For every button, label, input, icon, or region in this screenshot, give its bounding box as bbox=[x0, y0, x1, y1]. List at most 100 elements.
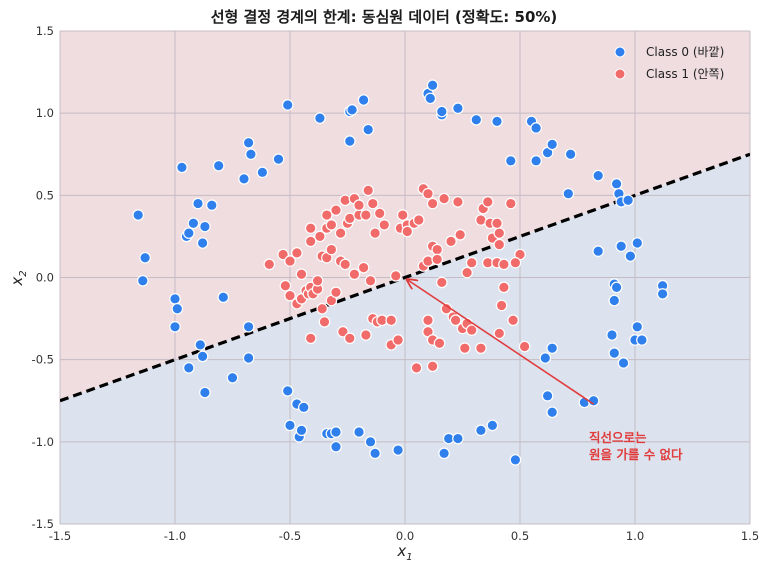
axis-ticks: -1.5 -1.0 -0.5 0.0 0.5 1.0 1.5 1.5 1.0 0.5 0.0 -0.5… bbox=[32, 24, 760, 543]
point-class0 bbox=[617, 357, 630, 369]
point-class0 bbox=[330, 426, 342, 438]
x-axis-label: x1 bbox=[396, 542, 412, 563]
point-class0 bbox=[530, 122, 542, 134]
point-class0 bbox=[187, 217, 200, 230]
point-class0 bbox=[592, 245, 604, 258]
point-class0 bbox=[546, 342, 558, 354]
point-class1 bbox=[422, 314, 434, 327]
point-class1 bbox=[337, 325, 349, 338]
point-class0 bbox=[369, 447, 381, 460]
y-tick-label: 1.5 bbox=[36, 24, 54, 38]
point-class1 bbox=[454, 228, 466, 241]
point-class0 bbox=[297, 401, 310, 414]
point-class1 bbox=[343, 332, 356, 345]
point-class0 bbox=[546, 406, 558, 419]
point-class1 bbox=[426, 197, 439, 210]
point-class0 bbox=[139, 251, 151, 264]
point-class1 bbox=[392, 334, 404, 346]
point-class0 bbox=[438, 447, 450, 460]
x-tick-label: -1.0 bbox=[164, 529, 186, 543]
point-class0 bbox=[272, 153, 285, 165]
point-class1 bbox=[357, 261, 370, 274]
point-class1 bbox=[334, 227, 347, 239]
point-class1 bbox=[369, 227, 381, 239]
point-class1 bbox=[366, 197, 379, 210]
point-class1 bbox=[378, 219, 391, 231]
point-class1 bbox=[465, 324, 478, 336]
point-class1 bbox=[498, 281, 510, 294]
point-class1 bbox=[320, 209, 333, 221]
point-class1 bbox=[348, 268, 361, 281]
point-class0 bbox=[212, 159, 225, 172]
point-class0 bbox=[615, 240, 627, 253]
annotation: 직선으로는 원을 가를 수 없다 bbox=[407, 280, 683, 462]
point-class1 bbox=[509, 256, 522, 269]
point-class1 bbox=[389, 270, 402, 282]
point-class0 bbox=[171, 302, 184, 315]
point-class0 bbox=[343, 135, 356, 147]
point-class1 bbox=[431, 253, 443, 266]
point-class0 bbox=[475, 424, 487, 437]
point-class1 bbox=[458, 342, 471, 354]
point-class0 bbox=[357, 94, 370, 106]
point-class0 bbox=[364, 436, 377, 448]
boundary-dashed-line bbox=[60, 152, 750, 403]
point-class0 bbox=[622, 194, 634, 207]
y-tick-label: 0.0 bbox=[36, 271, 54, 285]
point-class1 bbox=[493, 227, 506, 239]
point-class0 bbox=[132, 209, 144, 221]
legend-label-class0: Class 0 (바깥) bbox=[646, 45, 724, 59]
point-class1 bbox=[325, 219, 338, 231]
point-class1 bbox=[314, 230, 326, 243]
point-class1 bbox=[311, 274, 324, 287]
point-class1 bbox=[401, 225, 414, 238]
point-class1 bbox=[449, 314, 462, 327]
point-class1 bbox=[325, 243, 338, 256]
decision-boundary-line bbox=[60, 152, 750, 403]
point-class1 bbox=[360, 329, 372, 341]
point-class0 bbox=[491, 115, 503, 128]
legend-marker-class0 bbox=[614, 46, 626, 58]
point-class0 bbox=[541, 390, 554, 402]
point-class0 bbox=[169, 320, 181, 333]
point-class1 bbox=[330, 204, 342, 216]
point-class0 bbox=[196, 237, 209, 249]
annotation-arrow bbox=[407, 280, 595, 405]
point-class1 bbox=[364, 274, 377, 287]
point-class0 bbox=[346, 104, 358, 116]
x-tick-label: 0.5 bbox=[511, 529, 529, 543]
y-tick-label: -1.5 bbox=[32, 517, 54, 531]
point-class1 bbox=[362, 184, 374, 197]
x-tick-label: -0.5 bbox=[279, 529, 301, 543]
y-tick-label: 0.5 bbox=[36, 188, 54, 202]
chart-title: 선형 결정 경계의 한계: 동심원 데이터 (정확도: 50%) bbox=[210, 8, 558, 26]
legend-marker-class1 bbox=[614, 68, 626, 80]
legend: Class 0 (바깥) Class 1 (안쪽) bbox=[614, 45, 724, 81]
y-tick-label: -0.5 bbox=[32, 353, 54, 367]
point-class1 bbox=[507, 314, 519, 327]
point-class1 bbox=[284, 255, 296, 267]
point-class1 bbox=[445, 235, 457, 248]
legend-label-class1: Class 1 (안쪽) bbox=[646, 67, 724, 81]
point-class1 bbox=[277, 248, 289, 261]
x-tick-label: 1.5 bbox=[741, 529, 759, 543]
point-class0 bbox=[183, 227, 195, 239]
point-class0 bbox=[199, 386, 211, 399]
point-class0 bbox=[192, 197, 204, 210]
point-class0 bbox=[539, 352, 552, 364]
point-class0 bbox=[242, 352, 255, 364]
point-class1 bbox=[438, 192, 450, 205]
point-class0 bbox=[426, 79, 439, 92]
point-class1 bbox=[504, 197, 517, 210]
point-class1 bbox=[316, 302, 328, 315]
point-class0 bbox=[424, 92, 437, 105]
point-class1 bbox=[452, 196, 464, 208]
point-class0 bbox=[281, 99, 294, 111]
annotation-text-line1: 직선으로는 bbox=[589, 430, 647, 445]
point-class0 bbox=[137, 274, 149, 287]
point-class0 bbox=[284, 419, 296, 432]
point-class0 bbox=[610, 281, 623, 294]
point-class0 bbox=[217, 291, 230, 304]
point-class0 bbox=[256, 166, 269, 179]
point-class0 bbox=[608, 347, 621, 359]
